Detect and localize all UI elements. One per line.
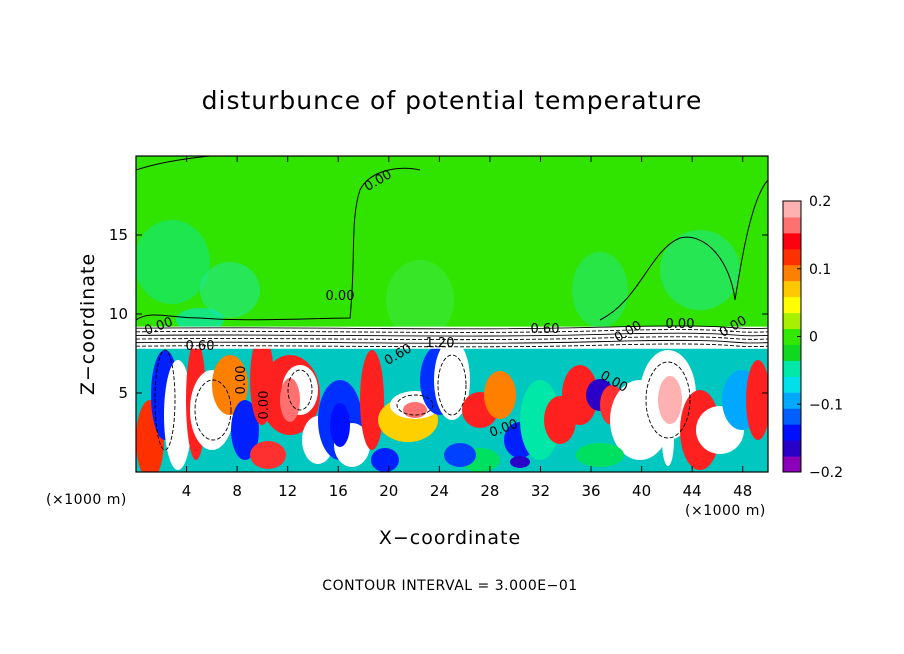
x-tick-label: 16 (329, 482, 348, 500)
field-patch (200, 262, 260, 318)
contour-line (136, 336, 768, 341)
y-tick-label: 10 (109, 305, 128, 323)
colorbar-swatch (783, 424, 801, 441)
contour-label: 0.60 (186, 339, 215, 354)
contour-line (136, 325, 768, 330)
x-tick-label: 28 (480, 482, 499, 500)
colorbar-swatch (783, 408, 801, 425)
x-tick-label: 36 (581, 482, 600, 500)
colorbar-swatch (783, 296, 801, 314)
field-blob (212, 355, 248, 415)
x-tick-label: 44 (683, 482, 702, 500)
colorbar-tick-label: −0.2 (809, 465, 843, 481)
colorbar-swatch (783, 392, 801, 409)
x-tick-label: 4 (182, 482, 192, 500)
field-blob (562, 365, 598, 425)
inversion-band (136, 326, 768, 349)
field-blob (434, 340, 470, 420)
contour-line (645, 361, 691, 439)
colorbar-swatch (783, 456, 801, 473)
field-blob (662, 414, 674, 466)
x-tick-label: 12 (278, 482, 297, 500)
contour-line (136, 156, 211, 171)
x-unit-label-right: (×1000 m) (685, 503, 766, 519)
x-tick-label: 8 (232, 482, 242, 500)
x-tick-label: 24 (430, 482, 449, 500)
field-blob (403, 402, 427, 418)
y-tick-label: 5 (118, 384, 128, 402)
contour-label: 0.00 (257, 391, 272, 420)
field-blob (371, 448, 399, 472)
field-blob (330, 403, 350, 447)
field-blob (231, 400, 259, 460)
colorbar-tick-label: 0 (809, 330, 818, 346)
contour-line (396, 394, 434, 416)
field-blob (658, 376, 682, 424)
colorbar-swatch (783, 376, 801, 393)
field-blob (510, 456, 530, 468)
colorbar-tick-label: 0.2 (809, 194, 831, 210)
colorbar: 0.2 0.1 0 −0.1 −0.2 (782, 194, 843, 481)
contour-line (154, 349, 176, 451)
contour-line (287, 369, 313, 411)
colorbar-swatch (783, 248, 801, 266)
colorbar-tick-label: −0.1 (809, 397, 843, 413)
colorbar-swatch (783, 264, 801, 282)
colorbar-swatch (783, 216, 801, 234)
contour-label: 0.00 (326, 289, 355, 304)
field-patch (572, 252, 628, 328)
colorbar-swatch (783, 440, 801, 457)
contour-line (136, 343, 768, 348)
contour-label: 0.00 (666, 317, 695, 332)
contour-line (437, 354, 467, 416)
x-tick-label: 40 (632, 482, 651, 500)
colorbar-tick-label: 0.1 (809, 262, 831, 278)
field-blob (484, 371, 516, 419)
contour-line (136, 339, 768, 344)
field-patch (136, 220, 210, 304)
field-blob (172, 370, 184, 450)
x-unit-label-left: (×1000 m) (46, 492, 127, 508)
colorbar-swatch (783, 328, 801, 345)
contour-line (599, 179, 768, 321)
field-patch (660, 230, 740, 310)
x-axis-label: X−coordinate (378, 527, 522, 549)
colorbar-swatch (783, 201, 801, 218)
field-blob (250, 441, 286, 469)
field-blob (576, 443, 624, 467)
y-axis-label: Z−coordinate (77, 252, 99, 396)
colorbar-swatch (783, 280, 801, 298)
chart-title: disturbunce of potential temperature (201, 86, 703, 115)
contour-line (136, 167, 421, 321)
y-tick-label: 15 (109, 226, 128, 244)
contour-label: 0.60 (531, 322, 560, 337)
contour-label: 0.00 (234, 366, 249, 395)
colorbar-swatch (783, 344, 801, 361)
x-tick-label: 48 (733, 482, 752, 500)
field-blob (444, 443, 476, 467)
field-blob (520, 380, 560, 460)
field-blob (280, 378, 300, 422)
contour-line (194, 379, 232, 441)
field-patch (176, 308, 224, 332)
colorbar-swatch (783, 232, 801, 250)
colorbar-swatch (783, 360, 801, 377)
field-blob (360, 350, 384, 450)
contour-interval-note: CONTOUR INTERVAL = 3.000E−01 (322, 578, 578, 594)
contour-line (136, 332, 768, 337)
field-patch (386, 260, 454, 340)
contour-line (136, 329, 768, 333)
field-blob (746, 360, 768, 440)
x-tick-label: 32 (531, 482, 550, 500)
colorbar-swatch (783, 312, 801, 330)
plot-area (136, 156, 768, 472)
x-tick-label: 20 (379, 482, 398, 500)
contour-label: 1.20 (426, 336, 455, 351)
